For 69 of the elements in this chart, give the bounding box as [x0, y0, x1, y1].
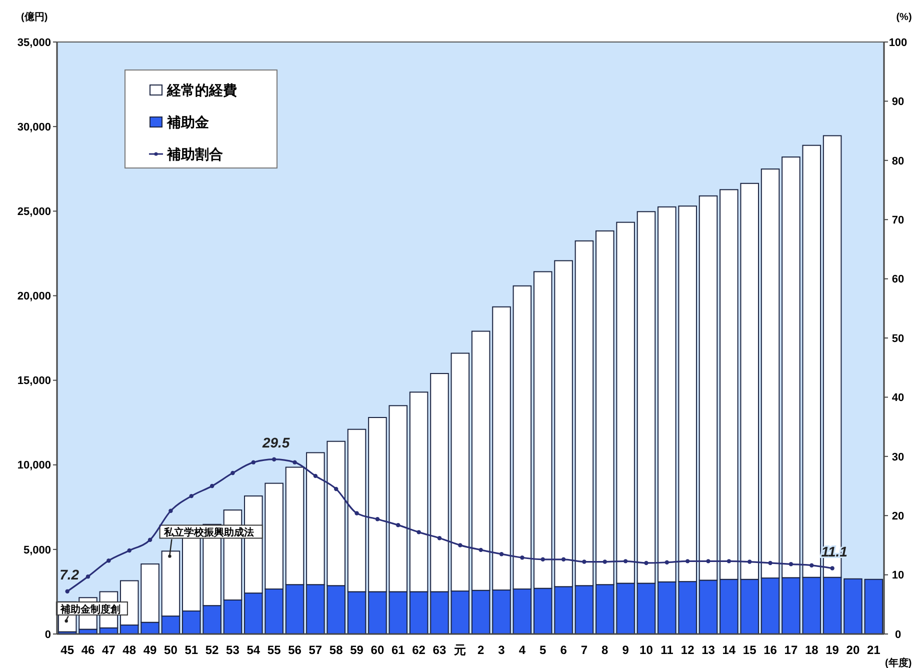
x-tick-label: 12 [680, 643, 695, 657]
annotation: 補助金制度創 [59, 603, 120, 616]
x-tick-label: 21 [866, 643, 881, 657]
x-axis-title: (年度) [885, 657, 912, 668]
x-tick-label: 18 [804, 643, 819, 657]
x-tick-label: 45 [60, 643, 74, 657]
x-tick-label: 60 [370, 643, 384, 657]
x-tick-label: 53 [226, 643, 240, 657]
x-tick-label: 47 [102, 643, 116, 657]
x-tick-label: 58 [329, 643, 344, 657]
y-tick-label: 10,000 [17, 460, 51, 472]
x-tick-label: 15 [742, 643, 757, 657]
y-tick-label: 35,000 [17, 36, 51, 49]
x-tick-label: 50 [164, 643, 178, 657]
x-tick-label: 9 [622, 643, 630, 657]
x-tick-label: 7 [580, 643, 588, 657]
x-tick-label: 62 [412, 643, 426, 657]
data-label: 7.2 [60, 566, 80, 582]
y2-tick-label: 10 [892, 570, 904, 582]
x-tick-label: 元 [453, 643, 466, 657]
legend-label: 補助割合 [166, 146, 223, 162]
annotation: 私立学校振興助成法 [162, 526, 254, 539]
x-tick-label: 46 [81, 643, 96, 657]
x-tick-label: 59 [350, 643, 364, 657]
legend-label: 経常的経費 [166, 82, 237, 98]
y2-tick-label: 0 [894, 628, 902, 641]
y2-tick-label: 40 [892, 392, 904, 404]
x-tick-label: 49 [143, 643, 158, 657]
y-tick-label: 25,000 [17, 206, 51, 218]
y-tick-label: 20,000 [17, 290, 51, 303]
x-tick-label: 56 [288, 643, 302, 657]
y-tick-label: 5,000 [23, 544, 51, 556]
x-tick-label: 57 [308, 643, 322, 657]
x-tick-label: 11 [660, 643, 674, 657]
x-tick-label: 48 [122, 643, 136, 657]
x-tick-label: 13 [702, 643, 716, 657]
x-tick-label: 52 [205, 643, 220, 657]
x-tick-label: 5 [540, 643, 547, 657]
x-tick-label: 4 [518, 643, 526, 657]
x-tick-label: 17 [784, 643, 798, 657]
y2-axis-title: (%) [896, 12, 912, 23]
y2-tick-label: 100 [888, 36, 908, 49]
y2-tick-label: 50 [892, 332, 904, 345]
y-tick-label: 30,000 [17, 121, 51, 134]
x-tick-label: 19 [826, 643, 840, 657]
x-tick-label: 2 [477, 643, 484, 657]
y2-tick-label: 60 [892, 274, 904, 286]
y-tick-label: 15,000 [17, 375, 51, 388]
x-tick-label: 16 [764, 643, 778, 657]
x-tick-label: 51 [184, 643, 198, 657]
y2-tick-label: 90 [892, 96, 904, 108]
x-tick-label: 8 [602, 643, 609, 657]
x-tick-label: 61 [391, 643, 406, 657]
x-tick-label: 63 [432, 643, 446, 657]
x-tick-label: 10 [640, 643, 654, 657]
y2-tick-label: 20 [892, 510, 904, 522]
x-tick-label: 14 [722, 643, 736, 657]
legend-label: 補助金 [166, 114, 210, 130]
x-tick-label: 6 [560, 643, 568, 657]
y-axis-title: (億円) [21, 11, 48, 23]
y2-tick-label: 80 [892, 155, 904, 168]
x-tick-label: 20 [846, 643, 860, 657]
y2-tick-label: 30 [892, 451, 904, 464]
y-tick-label: 0 [44, 628, 51, 641]
x-tick-label: 55 [267, 643, 282, 657]
x-tick-label: 54 [246, 643, 260, 657]
data-label: 29.5 [261, 434, 290, 450]
y2-tick-label: 70 [892, 214, 904, 226]
x-tick-label: 3 [498, 643, 506, 657]
